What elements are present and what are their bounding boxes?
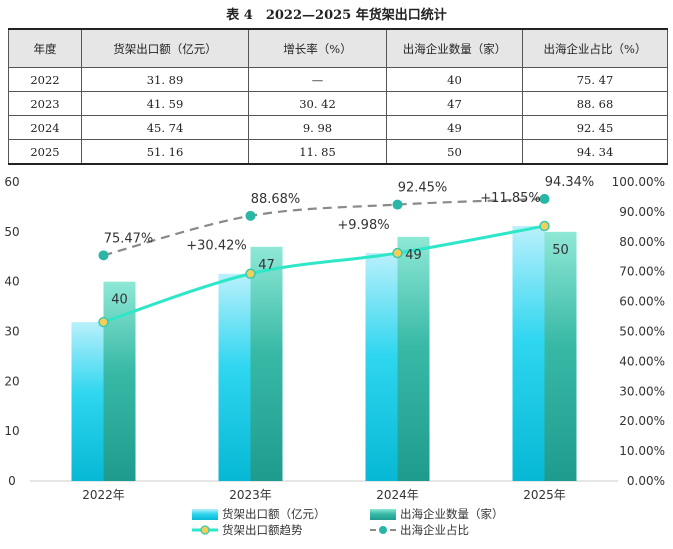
left-axis-tick-label: 50 <box>4 225 19 239</box>
table-cell: 92. 45 <box>522 115 668 140</box>
table-cell: 47 <box>386 91 523 116</box>
company-count-bar <box>103 281 136 481</box>
x-axis-tick-label: 2023年 <box>229 488 272 502</box>
company-count-bar <box>397 236 430 481</box>
share-label: 92.45% <box>398 181 448 196</box>
table-cell: 30. 42 <box>248 91 387 116</box>
export-trend-point <box>539 220 550 232</box>
table-cell: 88. 68 <box>522 91 668 116</box>
header-growth-rate: 增长率（%） <box>248 28 387 68</box>
export-value-bar <box>512 226 545 481</box>
left-axis-tick-label: 60 <box>4 175 19 189</box>
table-row: 2022 31. 89 — 40 75. 47 <box>8 67 668 92</box>
table-cell: 2022 <box>8 67 82 92</box>
company-count-label: 47 <box>258 258 275 273</box>
export-stats-table: 年度 货架出口额（亿元） 增长率（%） 出海企业数量（家） 出海企业占比（%） … <box>8 28 668 165</box>
legend-label-share: 出海企业占比 <box>400 523 469 537</box>
share-point <box>98 250 109 261</box>
legend-label-count: 出海企业数量（家） <box>400 507 504 521</box>
company-count-bar <box>250 246 283 481</box>
export-trend-point <box>98 316 109 328</box>
table-cell: 45. 74 <box>81 115 249 140</box>
right-axis-tick-label: 100.00% <box>612 175 665 189</box>
right-axis-tick-label: 80.00% <box>619 235 665 249</box>
table-row: 2023 41. 59 30. 42 47 88. 68 <box>8 91 668 116</box>
left-axis-tick-label: 0 <box>8 474 16 488</box>
legend-swatch-trend-marker <box>200 525 210 535</box>
left-axis-tick-label: 30 <box>4 325 19 339</box>
export-value-bar <box>365 253 398 481</box>
export-trend-point <box>392 247 403 259</box>
export-value-bar <box>71 322 104 481</box>
table-cell: 51. 16 <box>81 139 249 165</box>
share-label: 75.47% <box>104 231 154 246</box>
table-cell: 40 <box>386 67 523 92</box>
table-cell: 9. 98 <box>248 115 387 140</box>
right-axis-tick-label: 30.00% <box>619 384 665 398</box>
header-year: 年度 <box>8 28 82 68</box>
share-label: 94.34% <box>545 175 595 190</box>
growth-rate-label: +30.42% <box>186 239 246 254</box>
table-cell: 41. 59 <box>81 91 249 116</box>
right-axis-tick-label: 40.00% <box>619 354 665 368</box>
company-count-label: 50 <box>552 243 569 258</box>
table-cell: 31. 89 <box>81 67 249 92</box>
share-point <box>539 193 550 204</box>
table-cell: 50 <box>386 139 523 165</box>
table-cell: — <box>248 67 387 92</box>
combo-chart: 0 10 20 30 40 50 60 0.00% 10.00% 20.00% 30.00% 40.0… <box>4 175 665 537</box>
right-axis-tick-label: 0.00% <box>627 474 665 488</box>
table-cell: 94. 34 <box>522 139 668 165</box>
growth-rate-label: +9.98% <box>337 218 389 233</box>
left-axis-tick-label: 20 <box>4 374 19 388</box>
company-count-label: 49 <box>405 248 422 263</box>
table-cell: 49 <box>386 115 523 140</box>
header-export-value: 货架出口额（亿元） <box>81 28 249 68</box>
table-cell: 11. 85 <box>248 139 387 165</box>
table-row: 2024 45. 74 9. 98 49 92. 45 <box>8 115 668 140</box>
legend-swatch-count <box>370 509 396 520</box>
legend-label-trend: 货架出口额趋势 <box>222 523 303 537</box>
table-cell: 2023 <box>8 91 82 116</box>
header-company-share: 出海企业占比（%） <box>522 28 668 68</box>
legend-swatch-share-marker <box>379 526 387 534</box>
company-count-label: 40 <box>111 293 128 308</box>
right-axis-tick-label: 60.00% <box>619 295 665 309</box>
table-title: 表 4 2022—2025 年货架出口统计 <box>226 8 447 23</box>
table-header-row: 年度 货架出口额（亿元） 增长率（%） 出海企业数量（家） 出海企业占比（%） <box>8 28 668 68</box>
table-row: 2025 51. 16 11. 85 50 94. 34 <box>8 139 668 165</box>
x-axis-tick-label: 2025年 <box>523 488 566 502</box>
legend-swatch-export <box>192 509 218 520</box>
right-axis-tick-label: 20.00% <box>619 414 665 428</box>
x-axis-tick-label: 2022年 <box>82 488 125 502</box>
export-trend-point <box>245 268 256 279</box>
legend-label-export: 货架出口额（亿元） <box>222 507 326 521</box>
table-cell: 75. 47 <box>522 67 668 92</box>
company-count-bar <box>544 231 577 481</box>
growth-rate-label: +11.85% <box>480 191 540 206</box>
table-cell: 2025 <box>8 139 82 165</box>
right-axis-tick-label: 10.00% <box>619 444 665 458</box>
export-value-bar <box>218 273 251 481</box>
left-axis-tick-label: 10 <box>4 424 19 438</box>
right-axis-tick-label: 70.00% <box>619 265 665 279</box>
share-label: 88.68% <box>251 192 301 207</box>
right-axis-tick-label: 90.00% <box>619 205 665 219</box>
right-axis-tick-label: 50.00% <box>619 325 665 339</box>
header-company-count: 出海企业数量（家） <box>386 28 523 68</box>
share-point <box>392 199 403 210</box>
share-line <box>103 197 545 257</box>
share-point <box>245 210 256 221</box>
x-axis-tick-label: 2024年 <box>376 488 419 502</box>
table-cell: 2024 <box>8 115 82 140</box>
left-axis-tick-label: 40 <box>4 275 19 289</box>
export-trend-line <box>103 224 545 324</box>
